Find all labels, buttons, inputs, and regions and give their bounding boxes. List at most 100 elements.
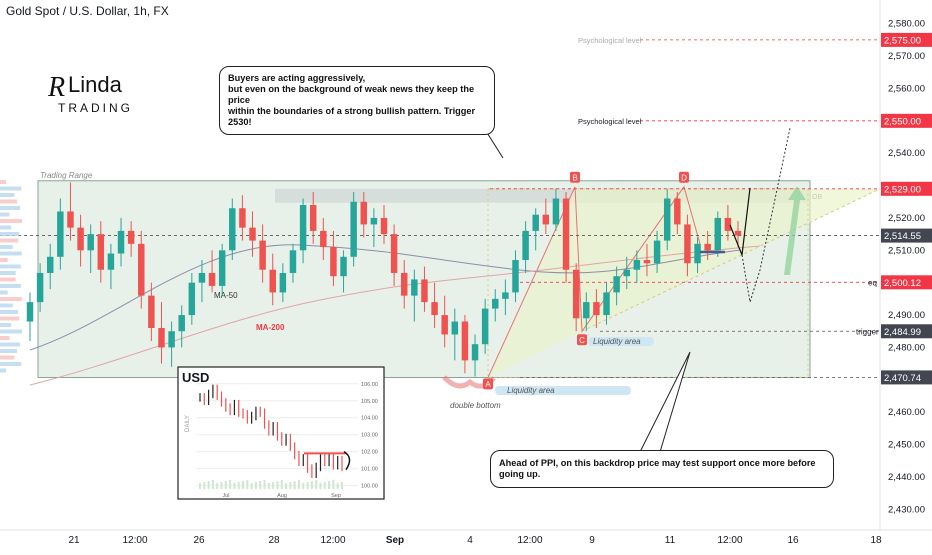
- usd-volume-bar: [259, 481, 262, 489]
- candle-body: [583, 302, 590, 319]
- usd-volume-bar: [302, 483, 305, 489]
- linda-trading-logo: R Linda TRADING: [47, 70, 148, 118]
- candle-body: [704, 243, 711, 251]
- usd-volume-bar: [203, 482, 206, 489]
- abcd-zigzag: [487, 185, 701, 378]
- point-marker-a: [483, 378, 493, 390]
- usd-volume-bar: [272, 482, 275, 489]
- price-label-text: 2,575.00: [884, 35, 921, 46]
- y-tick-label: 2,540.00: [888, 148, 925, 159]
- volume-profile-bar: [0, 284, 21, 288]
- target-arrow: [784, 186, 806, 275]
- candle-body: [259, 240, 266, 270]
- volume-profile-bar: [0, 238, 19, 243]
- candle-body: [532, 214, 539, 231]
- volume-profile-bar: [0, 264, 21, 269]
- candle-body: [411, 279, 418, 296]
- candle-body: [380, 217, 388, 235]
- volume-profile-bar: [0, 225, 12, 230]
- x-tick-label: 4: [467, 535, 473, 546]
- candle-body: [562, 198, 570, 270]
- psychological-label-1: Psychological level: [578, 36, 642, 45]
- y-tick-label: 2,460.00: [888, 407, 925, 418]
- price-label-box: [881, 228, 932, 243]
- usd-volume-bar: [216, 483, 219, 489]
- candle-body: [663, 198, 671, 241]
- liquidity-area-1: [495, 386, 631, 395]
- usd-x-tick: Aug: [277, 493, 287, 499]
- usd-volume-bar: [254, 482, 257, 489]
- usd-y-tick: 106.00: [361, 382, 378, 388]
- candle-body: [127, 230, 135, 244]
- candle-body: [714, 217, 722, 251]
- volume-profile-bar: [0, 212, 10, 217]
- volume-profile-bar: [0, 310, 19, 314]
- volume-profile-bar: [0, 323, 12, 327]
- candle-body: [653, 240, 661, 264]
- candle-body: [299, 204, 307, 251]
- usd-y-tick: 103.00: [361, 433, 378, 439]
- candle-body: [684, 224, 691, 264]
- candle-body: [249, 227, 256, 241]
- usd-volume-bar: [229, 480, 232, 489]
- candle-body: [370, 217, 378, 225]
- double-bottom-label: double bottom: [450, 401, 501, 410]
- callout-bottom-note: Ahead of PPI, on this backdrop price may…: [490, 450, 834, 488]
- volume-profile-bar: [0, 206, 21, 210]
- usd-volume-bar: [315, 480, 318, 489]
- price-label-box: [881, 370, 932, 385]
- candle-body: [188, 282, 196, 316]
- volume-profile-bar: [0, 355, 15, 360]
- usd-x-tick: Sep: [331, 493, 341, 499]
- usd-volume-bar: [332, 480, 335, 489]
- price-label-text: 2,514.55: [884, 231, 921, 242]
- eq-label: eq: [868, 278, 877, 287]
- candle-body: [67, 211, 74, 228]
- candle-body: [289, 250, 297, 273]
- ma50-label: MA-50: [214, 291, 238, 300]
- candle-body: [218, 250, 226, 286]
- candle-body: [492, 298, 499, 309]
- price-label-text: 2,484.99: [884, 327, 921, 338]
- ma50-line: [29, 244, 741, 351]
- usd-volume-bar: [242, 481, 245, 489]
- pattern-fill: [488, 188, 880, 378]
- svg-text:R: R: [48, 72, 65, 103]
- x-tick-label: 12:00: [122, 535, 147, 546]
- volume-profile-bar: [0, 219, 22, 223]
- volume-profile-bar: [0, 271, 16, 275]
- candle-body: [441, 315, 448, 335]
- candle-body: [623, 269, 630, 277]
- volume-profile-bar: [0, 329, 22, 334]
- y-tick-label: 2,570.00: [888, 51, 925, 62]
- candle-body: [694, 243, 701, 264]
- usd-volume-bar: [310, 481, 313, 489]
- x-tick-label: 9: [589, 535, 595, 546]
- volume-profile-bar: [0, 232, 20, 236]
- volume-profile-bar: [0, 258, 8, 262]
- psychological-label-2: Psychological level: [578, 117, 642, 126]
- callout-bottom-text: Ahead of PPI, on this backdrop price may…: [499, 458, 816, 479]
- usd-inset-subtitle: DAILY: [185, 415, 191, 432]
- usd-volume-bar: [293, 481, 296, 489]
- candle-body: [461, 321, 469, 361]
- candle-body: [421, 279, 428, 303]
- usd-volume-bar: [233, 483, 236, 489]
- volume-profile-bar: [0, 199, 18, 204]
- candle-body: [148, 295, 155, 329]
- candles-group: [26, 182, 742, 377]
- x-tick-label: 28: [268, 535, 280, 546]
- candle-body: [471, 344, 479, 361]
- usd-volume-bar: [263, 480, 266, 489]
- price-label-text: 2,470.74: [884, 373, 921, 384]
- usd-volume-bar: [250, 483, 253, 489]
- price-label-box: [881, 113, 932, 128]
- usd-volume-bar: [341, 482, 343, 489]
- usd-volume-bar: [336, 483, 339, 489]
- volume-profile-bar: [0, 297, 22, 301]
- usd-volume-bar: [224, 481, 227, 489]
- trigger-label: trigger: [856, 327, 879, 336]
- usd-volume-bar: [280, 480, 283, 489]
- svg-text:TRADING: TRADING: [58, 101, 133, 115]
- point-label-d: D: [681, 173, 687, 182]
